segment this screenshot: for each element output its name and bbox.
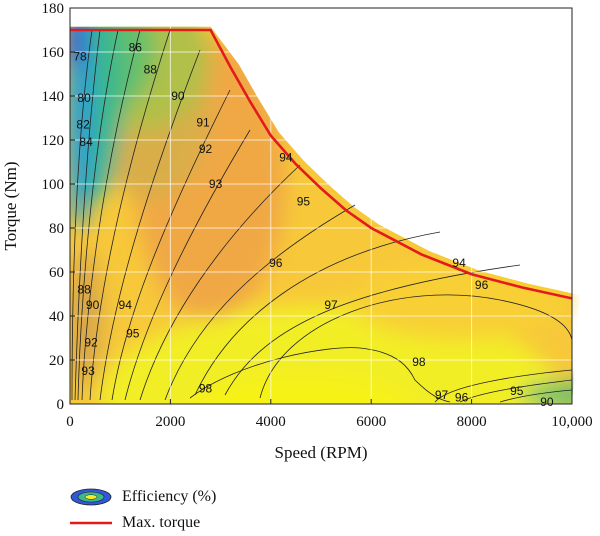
x-axis-ticks: 0 2000 4000 6000 8000 10,000 bbox=[66, 399, 593, 430]
contour-line bbox=[164, 204, 356, 401]
contour-line bbox=[189, 347, 451, 403]
contour-label: 96 bbox=[455, 390, 469, 404]
y-tick-label: 20 bbox=[49, 353, 64, 369]
contour-line bbox=[71, 29, 93, 401]
y-tick-label: 180 bbox=[42, 1, 65, 17]
contour-label: 90 bbox=[86, 298, 100, 312]
y-tick-label: 60 bbox=[49, 265, 64, 281]
x-tick-label: 10,000 bbox=[551, 414, 592, 430]
plot-border bbox=[69, 7, 573, 405]
contour-label: 92 bbox=[199, 142, 213, 156]
contour-label: 92 bbox=[84, 335, 98, 349]
x-tick-label: 4000 bbox=[256, 414, 286, 430]
contour-label: 91 bbox=[196, 115, 210, 129]
contour-label: 95 bbox=[510, 384, 524, 398]
x-tick-label: 8000 bbox=[457, 414, 487, 430]
legend-label-torque: Max. torque bbox=[122, 514, 201, 531]
contour-line bbox=[434, 369, 572, 403]
contour-label: 90 bbox=[171, 89, 185, 103]
contour-label: 93 bbox=[209, 177, 223, 191]
contour-labels: 7880828486889091929394959697989895949293… bbox=[73, 41, 554, 409]
x-tick-label: 6000 bbox=[356, 414, 386, 430]
contour-line bbox=[81, 29, 141, 401]
efficiency-map-chart: 7880828486889091929394959697989895949293… bbox=[1, 1, 593, 462]
contour-label: 97 bbox=[324, 298, 338, 312]
contour-line bbox=[194, 231, 441, 396]
y-tick-label: 120 bbox=[42, 133, 65, 149]
contour-label: 94 bbox=[452, 256, 466, 270]
x-axis-title: Speed (RPM) bbox=[274, 443, 367, 462]
contour-label: 82 bbox=[76, 118, 90, 132]
legend-item-torque: Max. torque bbox=[70, 510, 216, 536]
contour-label: 88 bbox=[77, 283, 91, 297]
contour-label: 94 bbox=[119, 298, 133, 312]
grid-lines bbox=[70, 8, 572, 404]
legend: Efficiency (%) Max. torque bbox=[70, 484, 216, 536]
contour-swatch-icon bbox=[70, 488, 112, 506]
contour-label: 88 bbox=[144, 63, 158, 77]
contour-line bbox=[139, 164, 301, 401]
contour-label: 90 bbox=[540, 395, 554, 409]
contour-label: 98 bbox=[199, 382, 213, 396]
contour-line bbox=[77, 29, 119, 401]
contour-label: 84 bbox=[79, 135, 93, 149]
y-axis-title: Torque (Nm) bbox=[1, 162, 20, 251]
contour-line bbox=[99, 49, 201, 401]
x-tick-label: 0 bbox=[66, 414, 74, 430]
contour-label: 95 bbox=[126, 327, 140, 341]
contour-label: 80 bbox=[77, 91, 91, 105]
x-tick-label: 2000 bbox=[155, 414, 185, 430]
legend-item-efficiency: Efficiency (%) bbox=[70, 484, 216, 510]
legend-label-efficiency: Efficiency (%) bbox=[122, 488, 217, 505]
contour-label: 96 bbox=[269, 256, 283, 270]
contour-label: 94 bbox=[279, 151, 293, 165]
contour-label: 86 bbox=[129, 41, 143, 55]
y-tick-label: 80 bbox=[49, 221, 64, 237]
contour-line bbox=[259, 294, 572, 399]
contour-label: 96 bbox=[475, 278, 489, 292]
y-axis-ticks: 0 20 40 60 80 100 120 140 160 180 bbox=[42, 1, 75, 413]
y-tick-label: 100 bbox=[42, 177, 65, 193]
contour-line bbox=[459, 379, 572, 403]
contour-line bbox=[89, 29, 171, 401]
contour-line bbox=[499, 389, 572, 403]
contour-label: 97 bbox=[435, 388, 449, 402]
contour-line bbox=[111, 89, 231, 401]
contour-line bbox=[74, 29, 101, 401]
y-tick-label: 40 bbox=[49, 309, 64, 325]
contour-label: 78 bbox=[73, 49, 87, 63]
y-tick-label: 140 bbox=[42, 89, 65, 105]
contour-label: 93 bbox=[81, 364, 95, 378]
y-tick-label: 0 bbox=[57, 397, 65, 413]
contour-label: 95 bbox=[297, 195, 311, 209]
max-torque-line bbox=[70, 28, 572, 300]
y-tick-label: 160 bbox=[42, 45, 65, 61]
contour-label: 98 bbox=[412, 355, 426, 369]
line-swatch-icon bbox=[70, 521, 112, 525]
